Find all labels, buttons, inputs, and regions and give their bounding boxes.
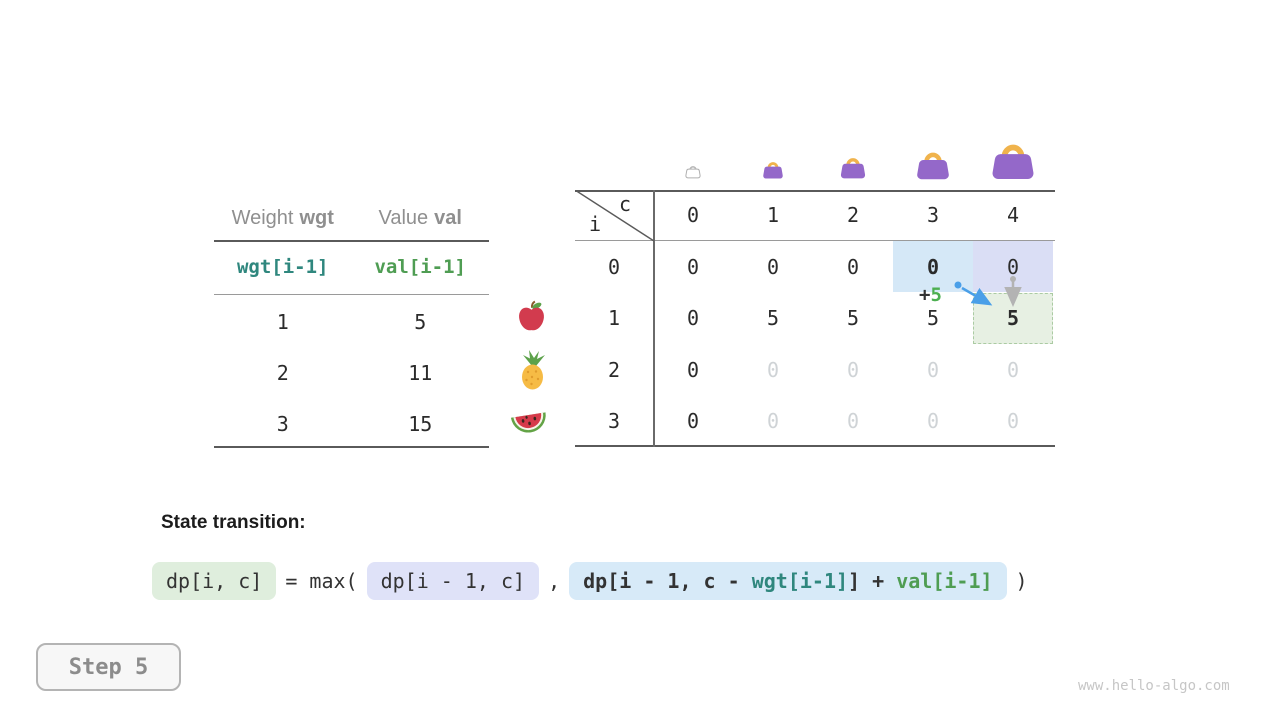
weight-code: wgt	[299, 206, 334, 229]
item2-value: 11	[408, 360, 433, 385]
value-column-header: Value val	[352, 196, 490, 240]
arg2-middle: ] +	[848, 569, 897, 593]
divider	[214, 240, 489, 242]
row-header-3: 3	[607, 408, 621, 433]
dp-cell-1-1: 5	[766, 305, 780, 330]
wgt-array-expr: wgt[i-1]	[236, 256, 329, 278]
dp-cell-0-1: 0	[766, 254, 780, 279]
dp-cell-2-1: 0	[766, 357, 780, 382]
arg2-val-term: val[i-1]	[896, 569, 993, 593]
divider	[653, 190, 655, 447]
added-value: 5	[930, 284, 942, 306]
dp-cell-3-3: 0	[926, 408, 940, 433]
item1-weight: 1	[276, 309, 289, 334]
dp-cell-0-3: 0	[926, 254, 940, 279]
formula-close-paren: )	[1015, 569, 1028, 593]
dp-cell-3-2: 0	[846, 408, 860, 433]
divider	[575, 240, 1055, 241]
dp-cell-1-3: 5	[926, 305, 940, 330]
row-header-1: 1	[607, 305, 621, 330]
website-watermark: www.hello-algo.com	[1078, 678, 1230, 694]
row-header-2: 2	[607, 357, 621, 382]
table-row: 1 5	[214, 296, 489, 347]
dp-cell-0-2: 0	[846, 254, 860, 279]
dp-cell-3-1: 0	[766, 408, 780, 433]
arg2-prefix: dp[i - 1, c -	[583, 569, 752, 593]
col-header-1: 1	[766, 203, 780, 227]
gray-arrow-dot	[1010, 276, 1016, 282]
col-header-4: 4	[1006, 203, 1020, 227]
col-header-0: 0	[686, 203, 700, 227]
divider	[575, 445, 1055, 447]
bag-xlarge-icon	[990, 136, 1036, 184]
transition-arrows	[954, 276, 1022, 307]
col-header-3: 3	[926, 203, 940, 227]
col-header-2: 2	[846, 203, 860, 227]
divider	[575, 190, 1055, 192]
diagonal-arrow	[961, 286, 993, 306]
plus-sign: +	[919, 284, 931, 306]
value-label: Value	[378, 206, 429, 229]
apple-icon	[516, 300, 547, 337]
dp-cell-0-0: 0	[686, 254, 700, 279]
watermelon-icon	[509, 404, 549, 441]
item3-value: 15	[408, 411, 433, 436]
table-row: 3 15	[214, 398, 489, 449]
dp-cell-1-4: 5	[1006, 305, 1020, 330]
column-variable-label: c	[619, 192, 632, 216]
bag-medium-icon	[839, 153, 867, 183]
arg2-wgt-term: wgt[i-1]	[751, 569, 849, 593]
item3-weight: 3	[276, 411, 289, 436]
dp-cell-2-2: 0	[846, 357, 860, 382]
dp-cell-3-4: 0	[1006, 408, 1020, 433]
row-header-0: 0	[607, 254, 621, 279]
item1-value: 5	[414, 309, 427, 334]
table-row: 2 11	[214, 347, 489, 398]
blue-arrow-dot	[954, 281, 962, 289]
step-indicator-button[interactable]: Step 5	[36, 643, 181, 691]
empty-bag-icon	[685, 162, 701, 183]
item2-weight: 2	[276, 360, 289, 385]
value-code: val	[434, 206, 462, 229]
dp-cell-2-3: 0	[926, 357, 940, 382]
array-formula-row: wgt[i-1] val[i-1]	[214, 240, 489, 294]
corner-diagonal	[575, 190, 655, 242]
formula-operator: = max(	[285, 569, 358, 593]
weight-label: Weight	[231, 206, 294, 229]
weights-values-table: Weight wgt Value val wgt[i-1] val[i-1] 1…	[214, 196, 489, 452]
value-added-annotation: +5	[919, 284, 942, 306]
dp-cell-3-0: 0	[686, 408, 700, 433]
formula-arg1-box: dp[i - 1, c]	[366, 562, 540, 600]
divider	[214, 294, 489, 295]
state-transition-formula: dp[i, c] = max( dp[i - 1, c] , dp[i - 1,…	[152, 561, 1028, 601]
row-variable-label: i	[589, 212, 602, 236]
divider	[214, 446, 489, 448]
pineapple-icon	[515, 349, 550, 395]
dp-cell-2-0: 0	[686, 357, 700, 382]
weights-table-header: Weight wgt Value val	[214, 196, 489, 240]
bag-large-icon	[915, 146, 951, 184]
state-transition-heading: State transition:	[161, 512, 306, 533]
bag-small-icon	[762, 158, 784, 183]
formula-lhs-box: dp[i, c]	[152, 562, 277, 600]
dp-cell-0-4: 0	[1006, 254, 1020, 279]
val-array-expr: val[i-1]	[374, 256, 466, 278]
dp-cell-1-2: 5	[846, 305, 860, 330]
weight-column-header: Weight wgt	[214, 196, 352, 240]
formula-comma: ,	[548, 569, 561, 593]
formula-arg2-box: dp[i - 1, c - wgt[i-1]] + val[i-1]	[569, 562, 1007, 600]
dp-cell-2-4: 0	[1006, 357, 1020, 382]
dp-cell-1-0: 0	[686, 305, 700, 330]
